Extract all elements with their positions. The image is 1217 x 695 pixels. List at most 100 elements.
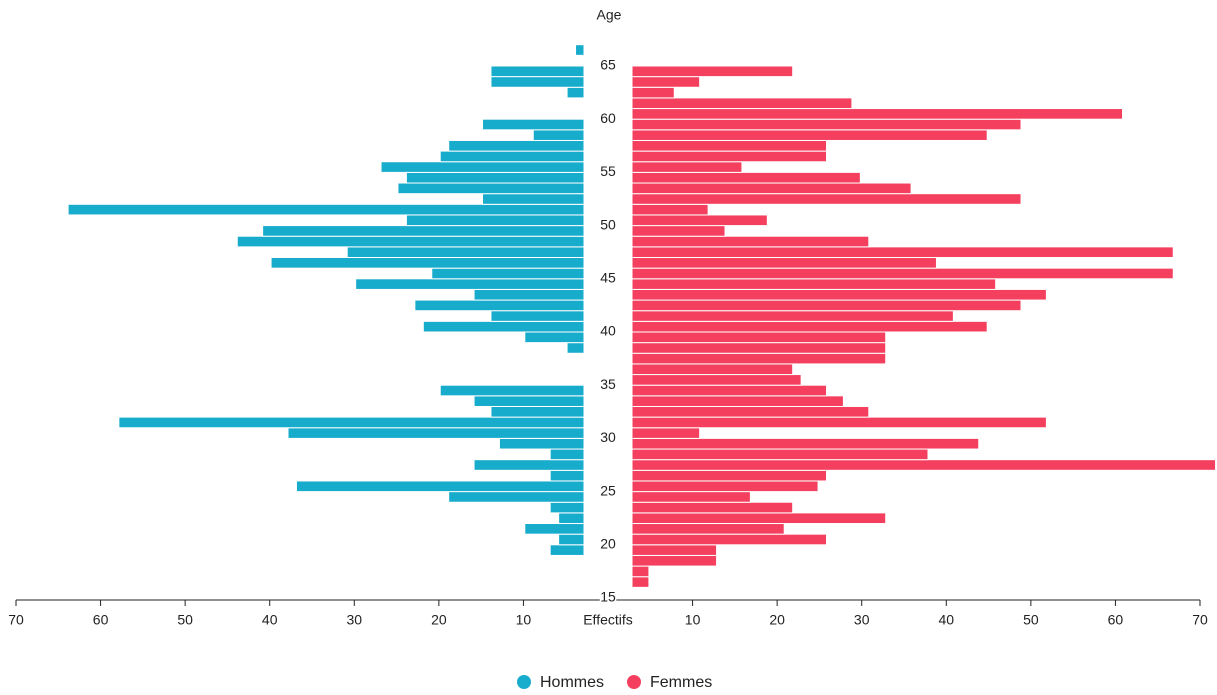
y-tick-label: 25 bbox=[600, 482, 616, 498]
bar bbox=[631, 554, 718, 567]
y-tick-label: 35 bbox=[600, 376, 616, 392]
bar bbox=[631, 512, 887, 525]
bar bbox=[631, 65, 794, 78]
bar bbox=[631, 257, 937, 269]
bar bbox=[631, 384, 828, 397]
legend-marker bbox=[627, 675, 641, 689]
bar bbox=[295, 480, 585, 493]
bar bbox=[431, 267, 585, 280]
bar bbox=[631, 278, 997, 290]
bar bbox=[490, 405, 585, 418]
x-tick-label: 70 bbox=[8, 612, 24, 628]
bar bbox=[631, 374, 802, 386]
bar bbox=[236, 235, 585, 248]
bar bbox=[631, 395, 844, 407]
y-tick-label: 15 bbox=[600, 589, 616, 605]
bar bbox=[355, 278, 585, 290]
bar bbox=[631, 437, 980, 450]
x-tick-label: 70 bbox=[1192, 612, 1208, 628]
bar bbox=[422, 320, 585, 333]
x-tick-label: 10 bbox=[516, 612, 532, 628]
bar bbox=[524, 331, 585, 344]
bar bbox=[405, 214, 585, 227]
bar bbox=[631, 501, 794, 514]
x-tick-label: 40 bbox=[938, 612, 954, 628]
bar bbox=[631, 320, 988, 333]
bar bbox=[631, 171, 861, 184]
bar bbox=[118, 416, 585, 429]
bar bbox=[631, 139, 828, 152]
bar bbox=[631, 576, 650, 588]
bar bbox=[414, 299, 585, 312]
bar bbox=[631, 352, 887, 365]
bar bbox=[631, 342, 887, 354]
bar bbox=[631, 182, 912, 195]
bar bbox=[631, 203, 709, 216]
bar bbox=[631, 448, 929, 461]
bar bbox=[631, 331, 887, 344]
x-tick-label: 40 bbox=[262, 612, 278, 628]
bar bbox=[631, 523, 785, 535]
bar bbox=[448, 491, 585, 503]
bar bbox=[631, 533, 828, 546]
bar bbox=[490, 310, 585, 322]
bar bbox=[490, 76, 585, 88]
bar bbox=[631, 267, 1174, 280]
bar bbox=[631, 86, 675, 99]
x-tick-label: 60 bbox=[93, 612, 109, 628]
bar bbox=[631, 565, 650, 578]
x-tick-label: 30 bbox=[854, 612, 870, 628]
bar bbox=[439, 150, 585, 163]
bar bbox=[549, 544, 585, 556]
bar bbox=[549, 469, 585, 482]
bar bbox=[631, 235, 870, 248]
bar bbox=[473, 395, 585, 407]
x-tick-label: 50 bbox=[1023, 612, 1039, 628]
bar bbox=[558, 512, 585, 525]
y-tick-label: 55 bbox=[600, 163, 616, 179]
bar bbox=[490, 65, 585, 78]
bar bbox=[631, 214, 768, 227]
bar bbox=[631, 544, 718, 556]
x-tick-label: 60 bbox=[1108, 612, 1124, 628]
bar bbox=[631, 129, 988, 141]
bar bbox=[631, 193, 1022, 205]
bar bbox=[631, 161, 743, 173]
bar bbox=[631, 469, 828, 482]
bar bbox=[558, 533, 585, 546]
x-tick-label: 50 bbox=[177, 612, 193, 628]
bar bbox=[67, 203, 585, 216]
bar bbox=[631, 118, 1022, 131]
bar bbox=[631, 97, 853, 110]
bar bbox=[524, 523, 585, 535]
bar bbox=[566, 342, 585, 354]
bar bbox=[482, 193, 585, 205]
bar bbox=[631, 150, 828, 163]
bar bbox=[346, 246, 585, 259]
bar bbox=[631, 299, 1022, 312]
bar bbox=[439, 384, 585, 397]
bar bbox=[631, 108, 1124, 120]
bar bbox=[532, 129, 585, 141]
y-tick-label: 60 bbox=[600, 110, 616, 126]
bar bbox=[631, 480, 819, 493]
legend-marker bbox=[517, 675, 531, 689]
x-axis-title: Effectifs bbox=[583, 612, 633, 628]
y-tick-label: 50 bbox=[600, 216, 616, 232]
bar bbox=[549, 448, 585, 461]
bar bbox=[380, 161, 585, 173]
bar bbox=[631, 416, 1047, 429]
y-tick-label: 30 bbox=[600, 429, 616, 445]
y-tick-label: 65 bbox=[600, 57, 616, 73]
legend-label: Hommes bbox=[540, 674, 604, 691]
bar bbox=[631, 427, 701, 439]
bar bbox=[287, 427, 585, 439]
bar bbox=[549, 501, 585, 514]
legend-label: Femmes bbox=[650, 674, 712, 691]
bar bbox=[575, 44, 585, 56]
bar bbox=[631, 459, 1217, 471]
bar bbox=[482, 118, 585, 131]
x-tick-label: 30 bbox=[346, 612, 362, 628]
